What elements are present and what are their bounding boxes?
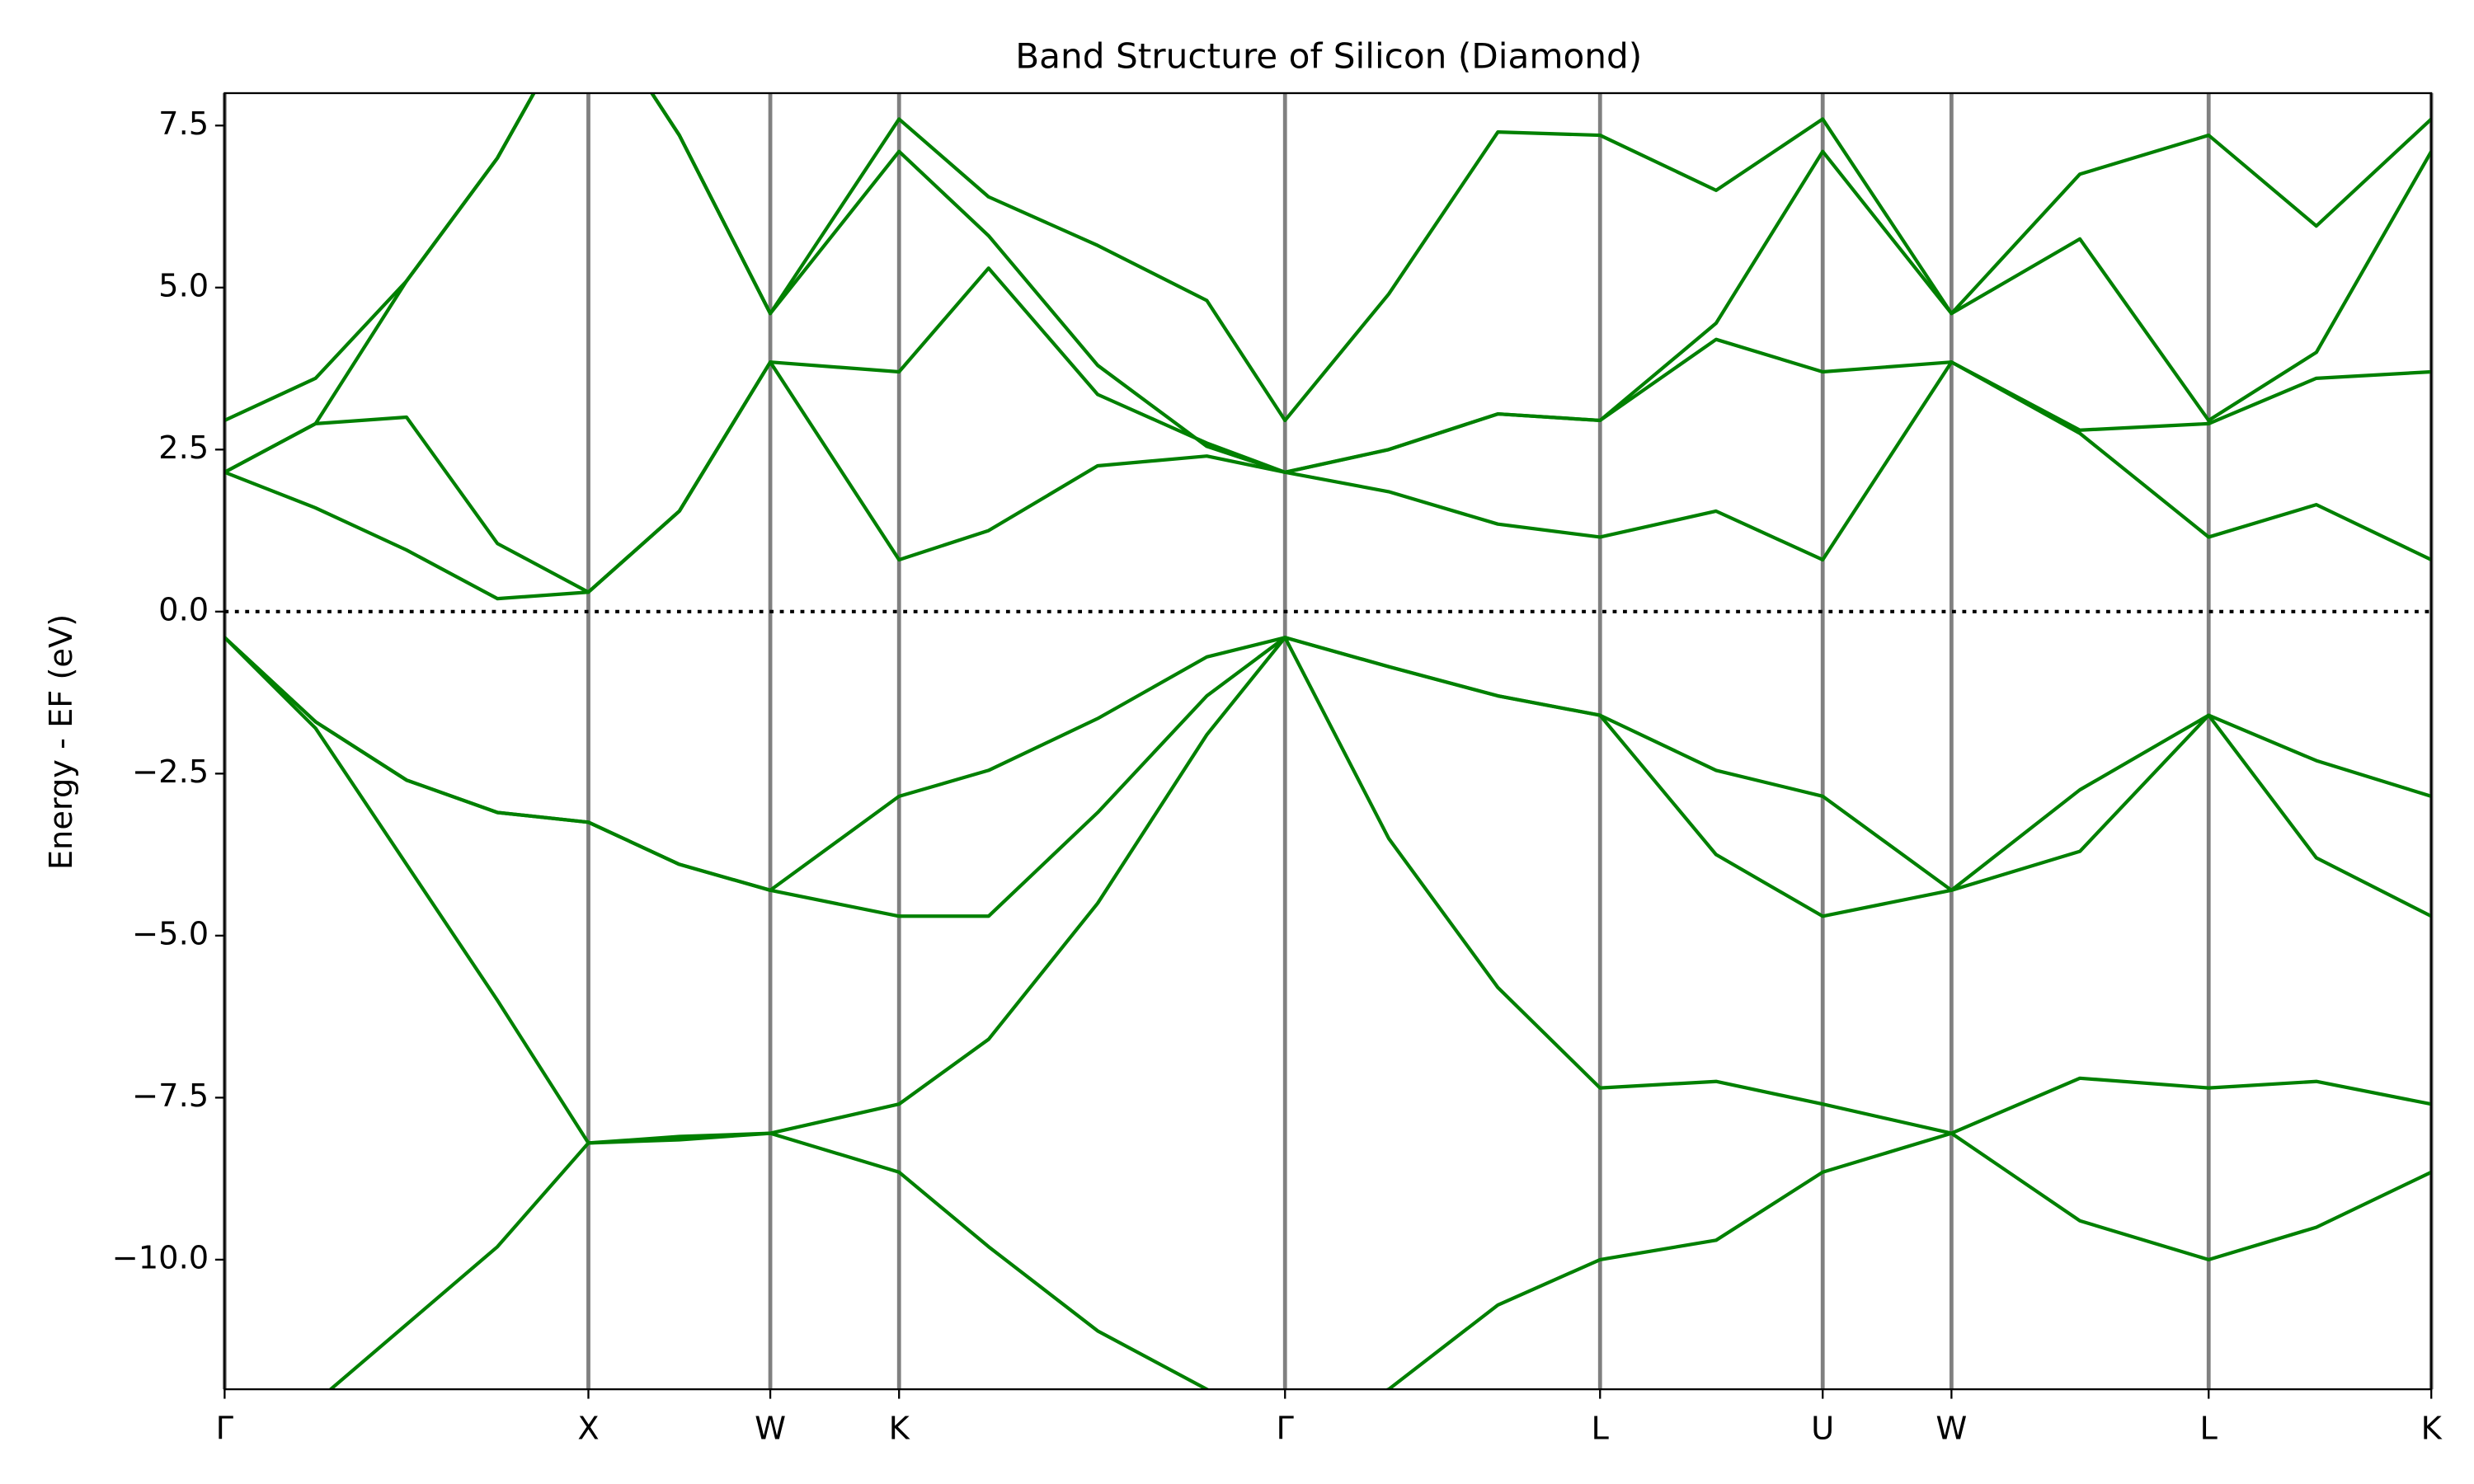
- x-tick-label: Γ: [1277, 1410, 1295, 1447]
- y-tick-label: −2.5: [132, 754, 209, 791]
- band-line: [224, 636, 2432, 892]
- y-tick-label: 2.5: [158, 430, 209, 467]
- y-tick-label: 0.0: [158, 591, 209, 628]
- y-tick-label: 7.5: [158, 106, 209, 143]
- x-tick-label: U: [1811, 1410, 1834, 1447]
- x-tick-label: K: [2421, 1410, 2443, 1447]
- band-line: [224, 92, 2432, 474]
- bands-layer: [224, 92, 2432, 1390]
- x-tick-label: Γ: [216, 1410, 234, 1447]
- plot-frame: [223, 92, 2433, 1391]
- y-tick-label: −7.5: [132, 1078, 209, 1115]
- y-axis-label: Energy - EF (eV): [43, 614, 80, 870]
- y-tick-label: −10.0: [112, 1239, 209, 1276]
- y-tick-label: 5.0: [158, 267, 209, 304]
- x-tick-label: W: [1935, 1410, 1967, 1447]
- x-tick-label: X: [577, 1410, 599, 1447]
- band-line: [224, 636, 2432, 1145]
- x-tick-label: L: [2200, 1410, 2218, 1447]
- x-tick-label: L: [1592, 1410, 1610, 1447]
- y-tick-label: −5.0: [132, 915, 209, 952]
- band-line: [327, 1131, 2432, 1390]
- x-tick-label: K: [889, 1410, 910, 1447]
- x-tick-label: W: [755, 1410, 786, 1447]
- chart-title: Band Structure of Silicon (Diamond): [1015, 35, 1642, 76]
- band-line: [224, 92, 2432, 423]
